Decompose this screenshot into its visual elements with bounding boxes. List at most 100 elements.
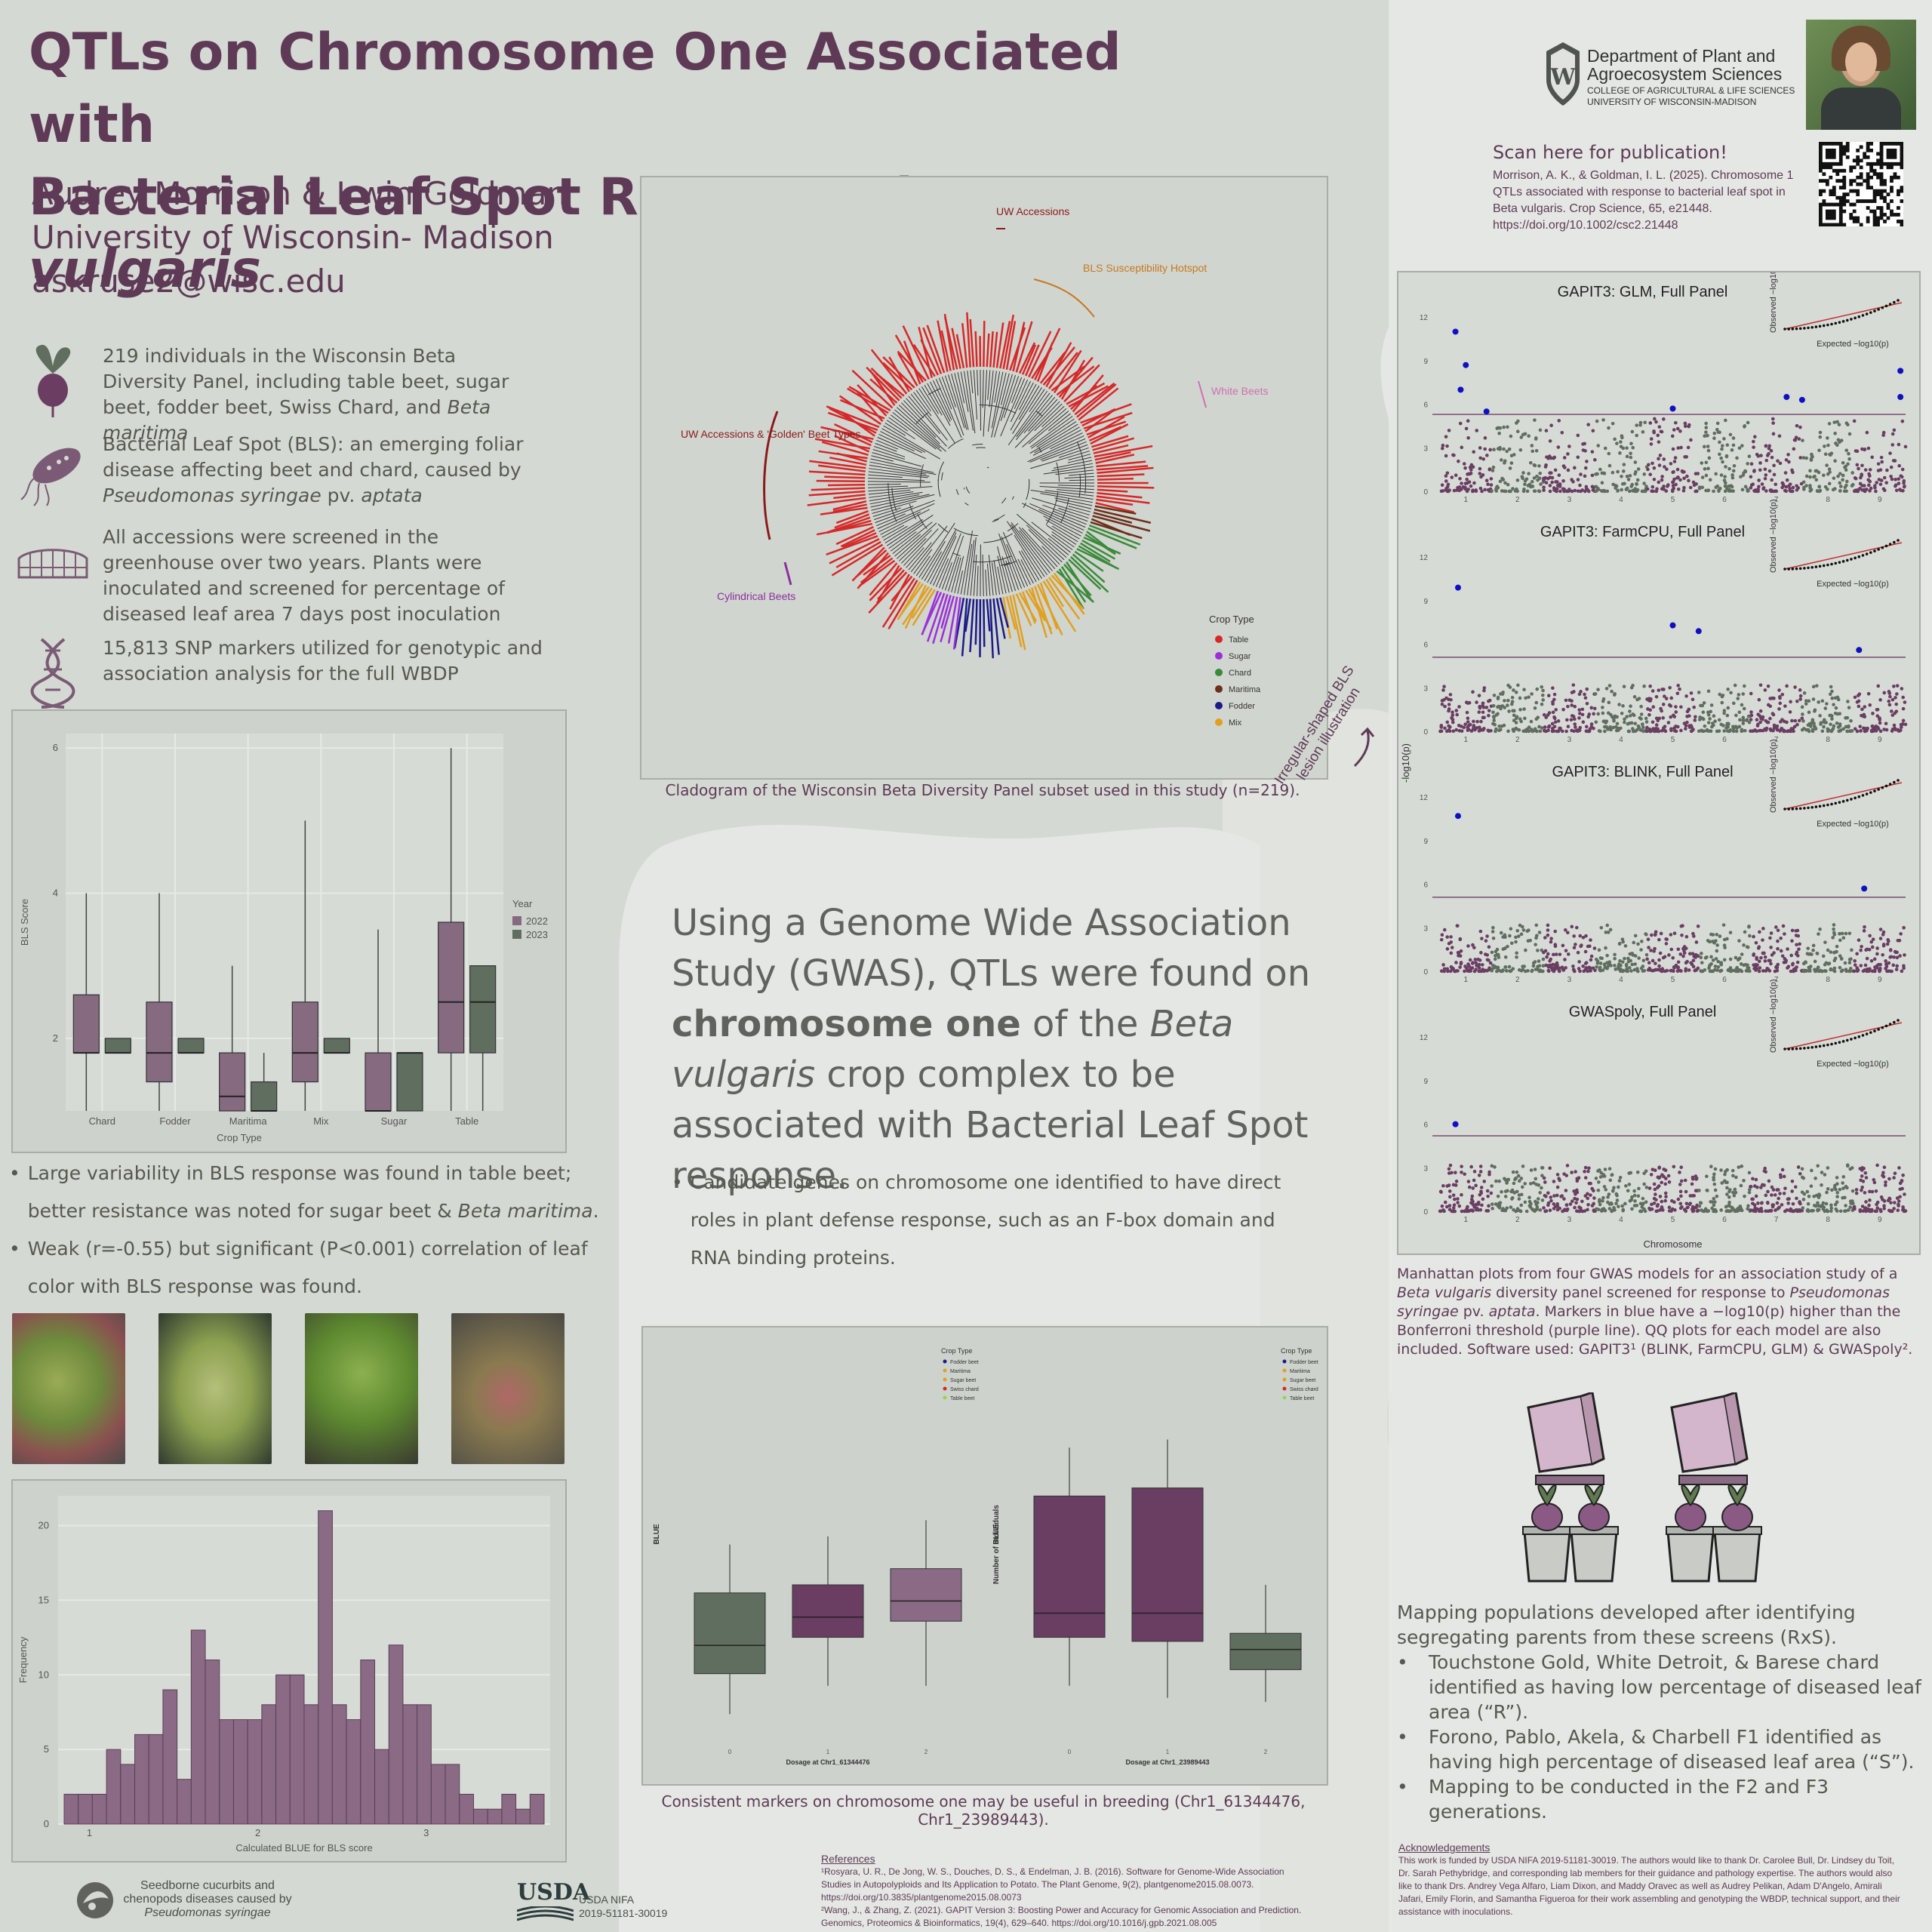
snp-point — [1689, 691, 1694, 695]
snp-point — [1583, 696, 1588, 700]
snp-point — [1644, 1186, 1649, 1189]
tree-branch — [1014, 534, 1042, 579]
snp-point — [1671, 484, 1675, 488]
snp-point — [1498, 479, 1503, 484]
snp-point — [1764, 718, 1768, 723]
tree-branch — [1029, 438, 1086, 463]
snp-point — [1598, 1202, 1602, 1207]
snp-point — [1677, 968, 1681, 973]
snp-point — [1460, 1192, 1463, 1197]
snp-point — [1868, 474, 1872, 478]
snp-point — [1477, 966, 1481, 970]
snp-point — [1543, 949, 1548, 953]
snp-point — [1776, 928, 1780, 933]
tip-label — [1053, 349, 1082, 394]
tree-branch — [894, 409, 940, 449]
qr-module — [1897, 175, 1900, 180]
snp-point — [1770, 1185, 1774, 1189]
snp-point — [1637, 1186, 1641, 1191]
qr-module — [1872, 189, 1877, 193]
snp-point — [1480, 1203, 1484, 1208]
snp-point — [1523, 729, 1527, 734]
box — [146, 1001, 173, 1083]
tree-branch — [994, 371, 1001, 403]
qr-module — [1866, 155, 1870, 159]
snp-point — [1782, 728, 1786, 733]
histogram-bar — [106, 1749, 122, 1825]
dept-college: COLLEGE OF AGRICULTURAL & LIFE SCIENCES — [1587, 85, 1795, 96]
snp-point — [1647, 697, 1651, 700]
snp-point — [1623, 717, 1626, 721]
snp-point — [1815, 489, 1820, 493]
snp-point — [1518, 708, 1522, 712]
box — [438, 921, 465, 1054]
department-logo[interactable]: W Department of Plant and Agroecosystem … — [1543, 38, 1800, 121]
snp-point — [1730, 475, 1735, 480]
snp-point — [1586, 944, 1590, 949]
tip-label — [1084, 409, 1115, 432]
snp-point — [1801, 456, 1806, 460]
snp-point — [1618, 451, 1622, 455]
snp-point — [1761, 717, 1764, 721]
tip-label — [953, 598, 965, 648]
snp-point — [1644, 485, 1648, 488]
qr-module — [1832, 152, 1836, 156]
tree-branch — [1048, 537, 1069, 555]
tree-arc — [1038, 447, 1042, 453]
snp-point — [1451, 720, 1455, 724]
author-email[interactable]: askruse2@wisc.edu — [32, 263, 346, 300]
qq-point — [1826, 323, 1829, 327]
snp-point — [1687, 478, 1690, 483]
snp-point — [1590, 1186, 1594, 1191]
plot-area — [66, 734, 503, 1111]
snp-point — [1538, 428, 1543, 432]
snp-point — [1543, 465, 1548, 469]
snp-point — [1676, 1197, 1681, 1201]
snp-point — [1466, 720, 1470, 724]
qq-point — [1888, 543, 1892, 546]
dosage-caption: Consistent markers on chromosome one may… — [661, 1792, 1306, 1829]
snp-point — [1865, 727, 1869, 731]
snp-point — [1709, 703, 1714, 707]
snp-point — [1523, 478, 1527, 483]
snp-point — [1444, 696, 1448, 700]
qr-code-icon[interactable] — [1819, 142, 1903, 226]
leaf-photo-2 — [158, 1313, 272, 1464]
tip-label — [1028, 331, 1052, 378]
snp-point — [1463, 722, 1467, 726]
snp-point — [1699, 955, 1703, 960]
snp-point — [1444, 435, 1448, 438]
snp-point — [1882, 728, 1886, 731]
snp-point — [1777, 688, 1781, 692]
tip-label — [1096, 495, 1150, 504]
snp-point — [1526, 939, 1531, 943]
histogram-bar — [459, 1793, 474, 1825]
tree-branch — [1001, 536, 1023, 589]
snp-point — [1658, 1175, 1662, 1180]
snp-point — [1531, 1181, 1536, 1185]
snp-point — [1857, 938, 1861, 942]
snp-point — [1503, 965, 1507, 969]
snp-point — [1800, 716, 1804, 721]
snp-point — [1521, 432, 1525, 437]
publication-citation[interactable]: Morrison, A. K., & Goldman, I. L. (2025)… — [1493, 169, 1794, 232]
snp-point — [1645, 725, 1649, 730]
snp-point — [1497, 431, 1501, 435]
snp-point — [1540, 1186, 1543, 1190]
qq-point — [1791, 1048, 1795, 1051]
snp-point — [1578, 934, 1583, 938]
snp-point — [1631, 712, 1635, 716]
snp-point — [1829, 722, 1832, 727]
snp-point — [1654, 961, 1657, 965]
plant-pot — [1713, 1531, 1761, 1583]
snp-point — [1706, 721, 1711, 724]
legend-swatch — [1282, 1368, 1287, 1373]
snp-point — [1633, 934, 1638, 938]
snp-point — [1857, 692, 1862, 697]
qr-module — [1893, 213, 1897, 217]
x-axis-label: Dosage at Chr1_61344476 — [786, 1758, 869, 1766]
tree-branch — [881, 428, 926, 453]
snp-point — [1670, 434, 1675, 438]
snp-point — [1641, 969, 1645, 973]
qr-module — [1825, 155, 1829, 159]
